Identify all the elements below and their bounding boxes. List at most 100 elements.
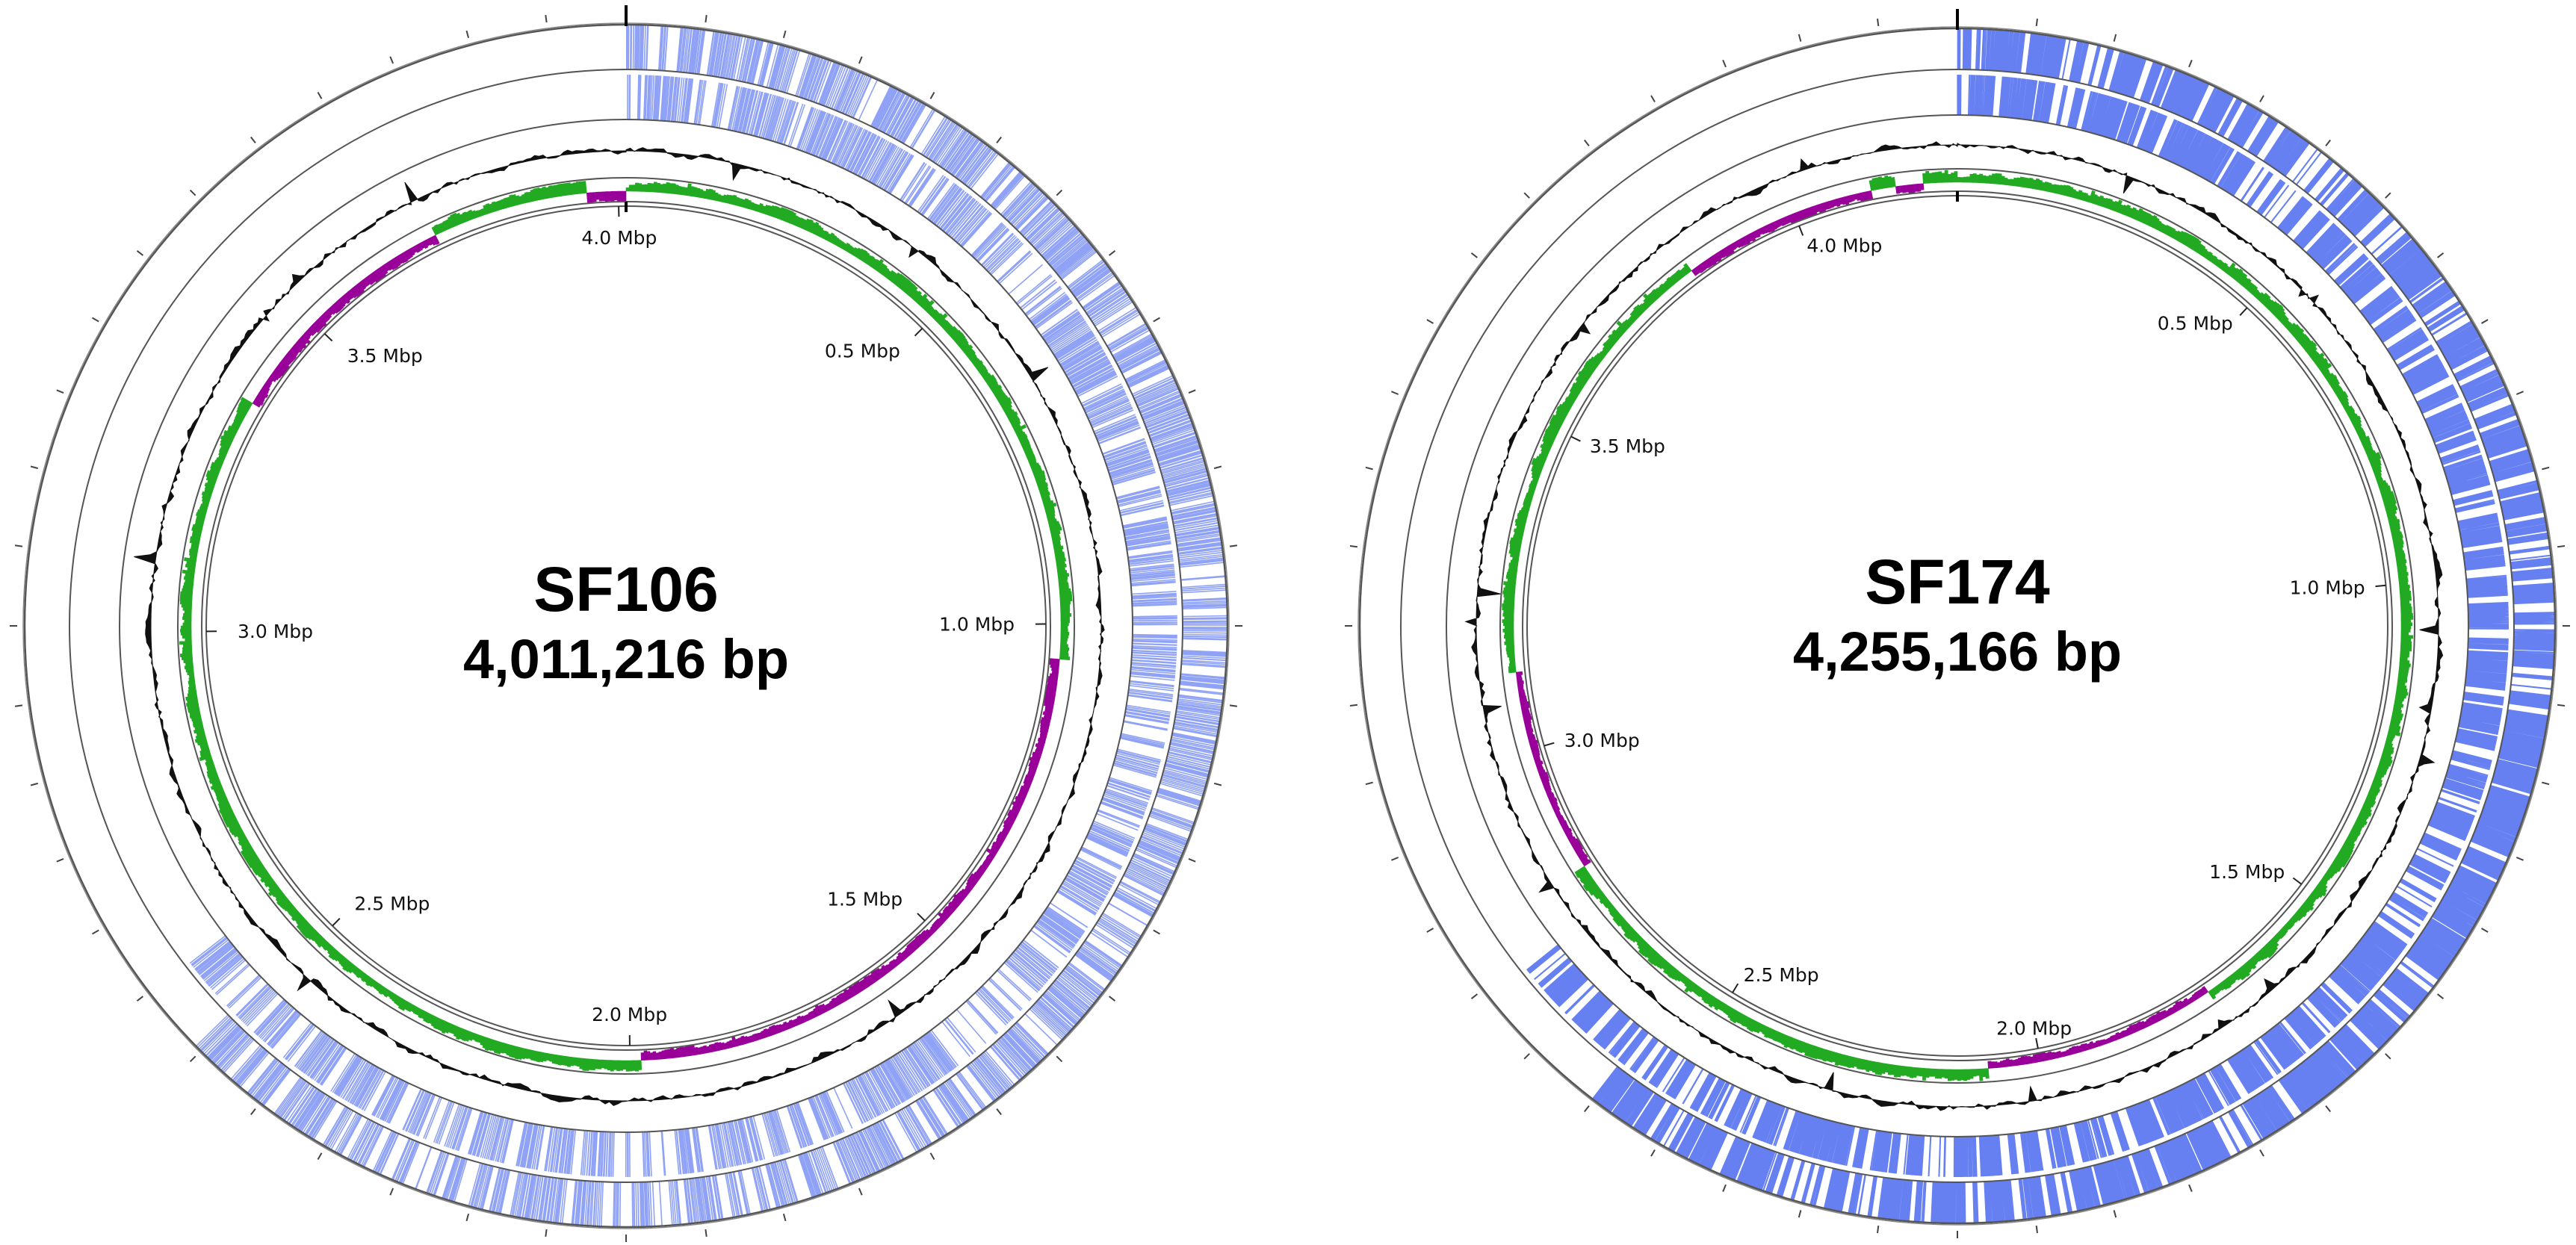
track-ring: [1446, 114, 2469, 1137]
outer-scale-tick: [1349, 704, 1358, 707]
inner-cds-track: [189, 74, 1178, 1178]
gc-content-profile: [134, 147, 1105, 1106]
outer-scale-tick: [1365, 466, 1373, 471]
scale-tick: [2239, 307, 2248, 316]
scale-tick-labels: 0.5 Mbp 1.0 Mbp 1.5 Mbp 2.0 Mbp 2.5 Mbp 3.0 M…: [1564, 235, 2365, 1039]
outer-scale-tick: [1391, 391, 1399, 395]
outer-scale-tick: [1877, 1225, 1880, 1234]
scale-tick-labels: 0.5 Mbp 1.0 Mbp 1.5 Mbp 2.0 Mbp 2.5 Mbp 3.0 M…: [238, 227, 1015, 1025]
forward-cds-features: [1591, 28, 2556, 1224]
track-ring: [177, 177, 1075, 1075]
outer-scale-tick: [136, 996, 144, 1002]
scale-tick: [917, 913, 926, 922]
scale-tick-label: 2.0 Mbp: [1996, 1017, 2072, 1039]
outer-scale-tick: [30, 465, 39, 470]
outer-scale-tick: [2259, 1149, 2264, 1157]
outer-scale-tick: [1213, 465, 1222, 470]
outer-scale-tick: [189, 1055, 196, 1063]
outer-scale-tick: [92, 929, 99, 935]
outer-scale-tick: [1188, 389, 1196, 394]
outer-scale-tick: [858, 1187, 863, 1196]
gc-skew-positive: [1502, 170, 2414, 1081]
outer-scale-tick: [2480, 928, 2489, 933]
outer-scale-tick: [2480, 319, 2489, 324]
outer-scale-tick: [1798, 1210, 1802, 1218]
scale-tick: [2035, 1037, 2039, 1049]
track-ring: [1400, 69, 2515, 1183]
outer-scale-tick: [858, 56, 863, 64]
scale-tick-label: 1.0 Mbp: [939, 614, 1015, 636]
outer-cds-track: [195, 24, 1228, 1228]
outer-scale-tick: [545, 1229, 548, 1238]
outer-scale-tick: [1650, 1149, 1656, 1157]
outer-cds-track: [1591, 28, 2556, 1224]
outer-scale-tick: [389, 56, 394, 64]
genome-map-sf174: 0.5 Mbp 1.0 Mbp 1.5 Mbp 2.0 Mbp 2.5 Mbp 3.0 M…: [1345, 9, 2570, 1238]
outer-scale-tick: [2436, 252, 2445, 258]
scale-tick-label: 4.0 Mbp: [581, 227, 657, 249]
scale-tick-label: 2.5 Mbp: [354, 893, 430, 915]
outer-scale-tick: [1108, 996, 1116, 1002]
scale-tick-label: 3.0 Mbp: [1564, 730, 1640, 751]
scale-tick-label: 3.5 Mbp: [1590, 435, 1665, 457]
outer-scale-tick: [2515, 391, 2524, 395]
outer-scale-tick: [2325, 1105, 2331, 1113]
outer-scale-tick: [2113, 1210, 2117, 1218]
outer-scale-tick: [2188, 60, 2193, 68]
scale-tick: [2292, 877, 2303, 885]
outer-scale-tick: [2557, 704, 2566, 707]
outer-scale-tick: [1108, 250, 1116, 256]
scale-tick-label: 2.5 Mbp: [1744, 964, 1819, 986]
gc-content-track: [134, 147, 1105, 1106]
outer-scale-tick: [545, 14, 548, 23]
outer-scale-tick: [1349, 545, 1358, 548]
outer-scale-tick: [1229, 704, 1238, 707]
outer-scale-tick: [250, 1108, 256, 1116]
outer-scale-tick: [1470, 993, 1479, 999]
outer-scale-tick: [1153, 317, 1160, 323]
outer-scale-tick: [2515, 857, 2524, 861]
gc-content-profile: [1464, 141, 2444, 1111]
genome-name-title: SF174: [1865, 547, 2050, 617]
scale-tick-label: 3.5 Mbp: [347, 345, 423, 367]
outer-scale-tick: [1722, 60, 1727, 68]
outer-scale-tick: [317, 92, 323, 99]
outer-scale-tick: [1188, 857, 1196, 863]
outer-scale-tick: [14, 544, 23, 547]
scale-tick-label: 1.5 Mbp: [2209, 861, 2285, 883]
scale-tick-label: 3.0 Mbp: [238, 621, 313, 642]
outer-scale-tick: [92, 317, 99, 323]
outer-scale-tick: [1056, 189, 1063, 196]
scale-tick-label: 2.0 Mbp: [592, 1004, 667, 1025]
outer-scale-tick: [1584, 1105, 1590, 1113]
gc-skew-positive: [179, 181, 1073, 1072]
scale-tick: [323, 333, 333, 342]
track-ring: [1499, 168, 2415, 1084]
genome-name-title: SF106: [533, 554, 719, 624]
outer-scale-tick: [2557, 545, 2566, 548]
scale-tick: [332, 918, 341, 927]
outer-scale-tick: [1365, 781, 1373, 786]
outer-scale-tick: [1426, 928, 1434, 933]
inner-cds-track: [1526, 74, 2510, 1178]
outer-scale-tick: [1426, 319, 1434, 324]
scale-tick: [1544, 742, 1555, 747]
scale-tick: [1732, 983, 1739, 993]
scale-tick: [1798, 226, 1804, 236]
scale-ticks: [1345, 9, 2570, 1238]
scale-tick-label: 4.0 Mbp: [1806, 235, 1882, 256]
reverse-cds-features: [189, 74, 1178, 1178]
outer-scale-tick: [1153, 929, 1160, 935]
outer-scale-tick: [1056, 1055, 1063, 1063]
gc-skew-negative: [1515, 183, 2209, 1069]
outer-scale-tick: [30, 782, 39, 786]
outer-scale-tick: [2542, 466, 2550, 471]
genome-length-title: 4,255,166 bp: [1793, 621, 2122, 683]
outer-scale-tick: [1523, 192, 1530, 199]
outer-scale-tick: [1229, 544, 1238, 547]
gc-skew-track: [179, 181, 1073, 1072]
outer-scale-tick: [2385, 192, 2391, 199]
outer-scale-tick: [250, 136, 256, 144]
outer-scale-tick: [317, 1152, 323, 1160]
